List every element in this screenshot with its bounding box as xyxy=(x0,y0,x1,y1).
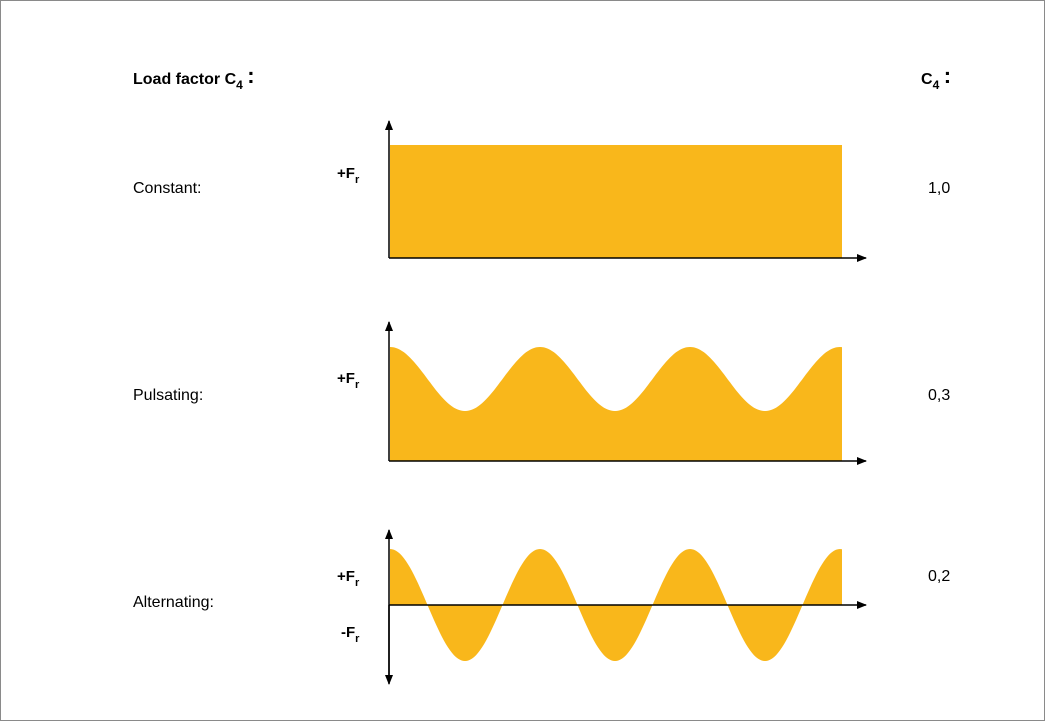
pulsating-load-fill xyxy=(390,347,842,461)
force-label-alternating-negative: -Fr xyxy=(341,624,360,645)
value-pulsating: 0,3 xyxy=(928,387,951,404)
row-label-constant: Constant: xyxy=(133,180,202,197)
row-label-pulsating: Pulsating: xyxy=(133,387,204,404)
pulsating-load-diagram xyxy=(385,321,867,465)
force-label-pulsating: +Fr xyxy=(337,370,360,391)
value-alternating: 0,2 xyxy=(928,568,951,585)
force-label-constant: +Fr xyxy=(337,165,360,186)
constant-load-fill xyxy=(390,145,842,258)
c4-column-header: C4 : xyxy=(921,63,952,92)
value-constant: 1,0 xyxy=(928,180,951,197)
constant-load-diagram xyxy=(385,120,867,262)
force-label-alternating-positive: +Fr xyxy=(337,568,360,589)
load-factor-title: Load factor C4 : xyxy=(133,63,255,92)
alternating-load-diagram xyxy=(385,529,867,685)
row-label-alternating: Alternating: xyxy=(133,594,214,611)
